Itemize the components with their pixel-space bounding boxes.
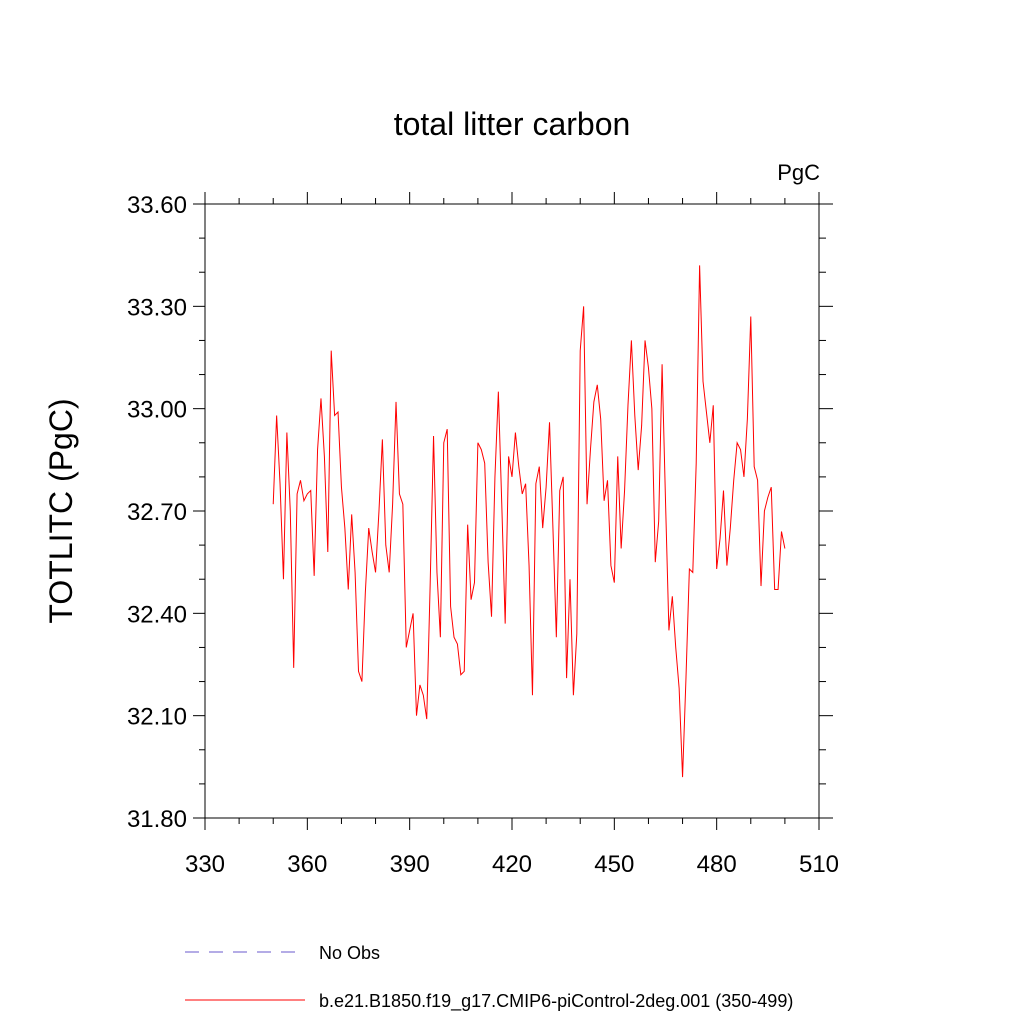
x-tick-label: 360 <box>287 851 327 878</box>
x-tick-label: 450 <box>594 851 634 878</box>
y-tick-label: 33.60 <box>127 192 187 219</box>
y-tick-label: 32.10 <box>127 704 187 731</box>
y-tick-label: 31.80 <box>127 806 187 833</box>
x-tick-label: 480 <box>697 851 737 878</box>
x-tick-label: 420 <box>492 851 532 878</box>
x-tick-label: 330 <box>185 851 225 878</box>
x-tick-label: 510 <box>799 851 839 878</box>
units-label: PgC <box>777 160 820 185</box>
y-tick-label: 32.70 <box>127 499 187 526</box>
axis-ticks <box>193 192 833 830</box>
y-tick-label: 33.00 <box>127 397 187 424</box>
legend-label-model: b.e21.B1850.f19_g17.CMIP6-piControl-2deg… <box>319 991 793 1012</box>
data-series-line <box>272 265 786 778</box>
y-tick-label: 33.30 <box>127 294 187 321</box>
y-tick-label: 32.40 <box>127 601 187 628</box>
legend-label-obs: No Obs <box>319 943 380 963</box>
tick-labels: 330 360 390 420 450 480 510 31.80 32.10 32.40 32.7… <box>127 192 839 878</box>
y-axis-label: TOTLITC (PgC) <box>43 398 79 623</box>
chart-title: total litter carbon <box>394 106 631 142</box>
x-tick-label: 390 <box>390 851 430 878</box>
